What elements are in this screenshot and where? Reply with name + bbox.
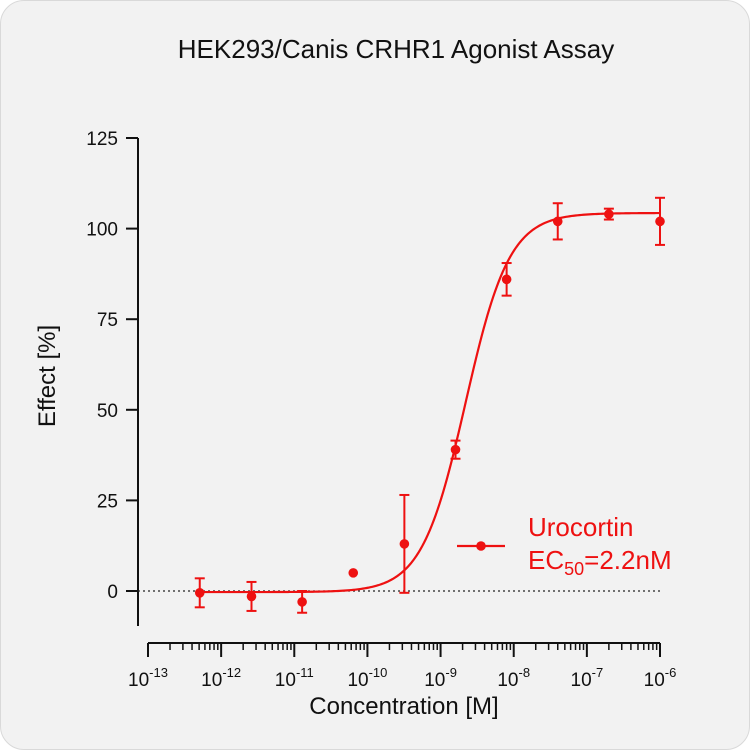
chart-title: HEK293/Canis CRHR1 Agonist Assay — [178, 34, 614, 64]
x-tick-label-base: 10 — [201, 670, 222, 691]
x-tick-label-base: 10 — [128, 670, 149, 691]
data-marks — [194, 196, 665, 614]
x-tick-label--6: 10-6 — [644, 665, 677, 691]
y-tick-label-125: 125 — [86, 129, 118, 150]
legend-marker-swatch — [476, 541, 486, 551]
x-tick-label-exponent: -10 — [369, 665, 388, 680]
legend-series-name: Urocortin — [528, 512, 633, 542]
data-point-3 — [348, 568, 359, 578]
x-tick-label--13: 10-13 — [128, 665, 168, 691]
y-tick-label-75: 75 — [97, 310, 118, 331]
y-tick-label-50: 50 — [97, 401, 118, 422]
legend-ec-value: =2.2nM — [584, 545, 671, 575]
x-tick-label-exponent: -7 — [592, 665, 604, 680]
x-tick-label-exponent: -8 — [519, 665, 531, 680]
legend-ec-main: EC — [528, 545, 564, 575]
x-tick-label-exponent: -6 — [665, 665, 677, 680]
x-tick-label-exponent: -13 — [149, 665, 168, 680]
data-point-6 — [501, 274, 512, 285]
x-tick-label--8: 10-8 — [497, 665, 530, 691]
legend-ec50-label: EC50=2.2nM — [528, 545, 672, 579]
data-point-0 — [194, 588, 205, 598]
y-tick-label-25: 25 — [97, 491, 118, 512]
x-tick-label-base: 10 — [644, 670, 665, 691]
x-tick-label-exponent: -9 — [445, 665, 457, 680]
legend-ec-subscript: 50 — [564, 559, 584, 579]
x-tick-label-base: 10 — [347, 670, 368, 691]
x-tick-label-exponent: -12 — [222, 665, 241, 680]
x-tick-label-base: 10 — [571, 670, 592, 691]
data-point-8 — [604, 209, 614, 219]
y-axis-label: Effect [%] — [34, 325, 61, 427]
x-tick-label--10: 10-10 — [347, 665, 387, 691]
x-tick-label--9: 10-9 — [424, 665, 457, 691]
x-tick-label--12: 10-12 — [201, 665, 241, 691]
data-point-5 — [450, 444, 461, 455]
data-point-1 — [246, 591, 257, 602]
legend: Urocortin EC50=2.2nM — [457, 512, 672, 579]
x-tick-label-base: 10 — [424, 670, 445, 691]
x-tick-label-base: 10 — [497, 670, 518, 691]
x-tick-label-exponent: -11 — [296, 665, 314, 680]
x-tick-label--11: 10-11 — [275, 665, 314, 691]
data-point-7 — [552, 216, 563, 227]
data-point-9 — [655, 216, 665, 227]
x-axis-label: Concentration [M] — [309, 693, 498, 720]
x-tick-label-base: 10 — [275, 670, 296, 691]
fit-curve — [199, 211, 660, 594]
data-point-2 — [297, 597, 307, 607]
x-tick-label--7: 10-7 — [571, 665, 604, 691]
y-tick-label-100: 100 — [86, 220, 118, 241]
y-tick-label-0: 0 — [107, 582, 118, 603]
data-point-4 — [399, 539, 410, 549]
